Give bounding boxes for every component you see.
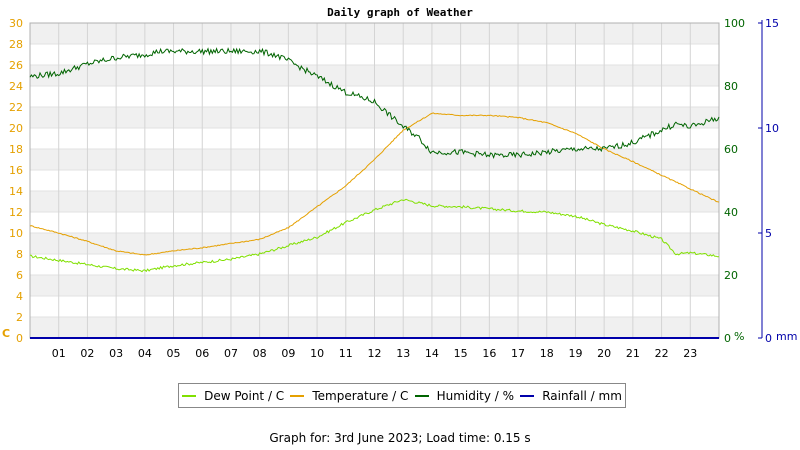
y-tick-label-temperature: 26 <box>9 59 23 72</box>
y-tick-label-temperature: 18 <box>9 143 23 156</box>
series-line-humidity <box>29 47 720 160</box>
y-tick-label-temperature: 12 <box>9 206 23 219</box>
y-tick-label-temperature: 22 <box>9 101 23 114</box>
legend-label-temperature: Temperature / C <box>312 388 409 403</box>
y-tick-label-temperature: 14 <box>9 185 23 198</box>
y-tick-label-temperature: 6 <box>16 269 23 282</box>
legend-swatch-humidity <box>414 394 429 397</box>
legend-item-dew-point: Dew Point / C <box>182 389 284 403</box>
x-tick-label: 21 <box>626 347 640 360</box>
legend-item-temperature: Temperature / C <box>290 389 408 403</box>
weather-chart: Daily graph of Weather024681012141618202… <box>2 6 797 360</box>
y-tick-label-rainfall: 0 <box>765 332 772 345</box>
x-tick-label: 02 <box>80 347 94 360</box>
y-tick-label-humidity: 20 <box>724 269 738 282</box>
x-tick-label: 05 <box>167 347 181 360</box>
x-tick-label: 19 <box>568 347 582 360</box>
x-tick-label: 03 <box>109 347 123 360</box>
x-tick-label: 01 <box>52 347 66 360</box>
y-tick-label-temperature: 28 <box>9 38 23 51</box>
y-tick-label-temperature: 16 <box>9 164 23 177</box>
y-tick-label-humidity: 60 <box>724 143 738 156</box>
x-tick-label: 08 <box>253 347 267 360</box>
y-tick-label-rainfall: 5 <box>765 227 772 240</box>
y-tick-label-temperature: 24 <box>9 80 23 93</box>
x-tick-label: 11 <box>339 347 353 360</box>
x-tick-label: 04 <box>138 347 152 360</box>
chart-legend: Dew Point / C Temperature / C Humidity /… <box>178 383 626 408</box>
legend-item-humidity: Humidity / % <box>414 388 515 403</box>
legend-label-dew-point: Dew Point / C <box>204 388 285 403</box>
series-line-temperature <box>29 112 720 256</box>
y-tick-label-humidity: 80 <box>724 80 738 93</box>
x-tick-label: 10 <box>310 347 324 360</box>
chart-title: Daily graph of Weather <box>327 6 473 19</box>
legend-swatch-rainfall <box>520 394 535 397</box>
y-tick-label-humidity: 100 <box>724 17 745 30</box>
x-tick-label: 17 <box>511 347 525 360</box>
legend-label-humidity: Humidity / % <box>436 388 515 403</box>
y-axis-label-rainfall: mm <box>776 330 797 343</box>
y-axis-label-temperature: C <box>2 327 10 340</box>
y-tick-label-rainfall: 15 <box>765 17 779 30</box>
x-tick-label: 09 <box>281 347 295 360</box>
y-tick-label-humidity: 0 <box>724 332 731 345</box>
x-tick-label: 23 <box>683 347 697 360</box>
y-tick-label-temperature: 0 <box>16 332 23 345</box>
legend-label-rainfall: Rainfall / mm <box>542 388 622 403</box>
x-tick-label: 14 <box>425 347 439 360</box>
x-tick-label: 16 <box>482 347 496 360</box>
y-tick-label-temperature: 20 <box>9 122 23 135</box>
series-line-dew-point <box>29 198 719 273</box>
graph-footer: Graph for: 3rd June 2023; Load time: 0.1… <box>269 431 531 445</box>
y-tick-label-temperature: 2 <box>16 311 23 324</box>
x-tick-label: 12 <box>368 347 382 360</box>
y-tick-label-humidity: 40 <box>724 206 738 219</box>
x-tick-label: 18 <box>540 347 554 360</box>
x-tick-label: 07 <box>224 347 238 360</box>
y-axis-label-humidity: % <box>734 330 744 343</box>
x-tick-label: 22 <box>655 347 669 360</box>
legend-swatch-dew-point <box>182 394 197 397</box>
x-tick-label: 20 <box>597 347 611 360</box>
x-tick-label: 15 <box>454 347 468 360</box>
legend-item-rainfall: Rainfall / mm <box>520 389 622 403</box>
x-tick-label: 06 <box>195 347 209 360</box>
y-tick-label-temperature: 8 <box>16 248 23 261</box>
y-tick-label-temperature: 10 <box>9 227 23 240</box>
y-tick-label-temperature: 30 <box>9 17 23 30</box>
x-tick-label: 13 <box>396 347 410 360</box>
legend-swatch-temperature <box>290 394 305 397</box>
y-tick-label-temperature: 4 <box>16 290 23 303</box>
y-tick-label-rainfall: 10 <box>765 122 779 135</box>
